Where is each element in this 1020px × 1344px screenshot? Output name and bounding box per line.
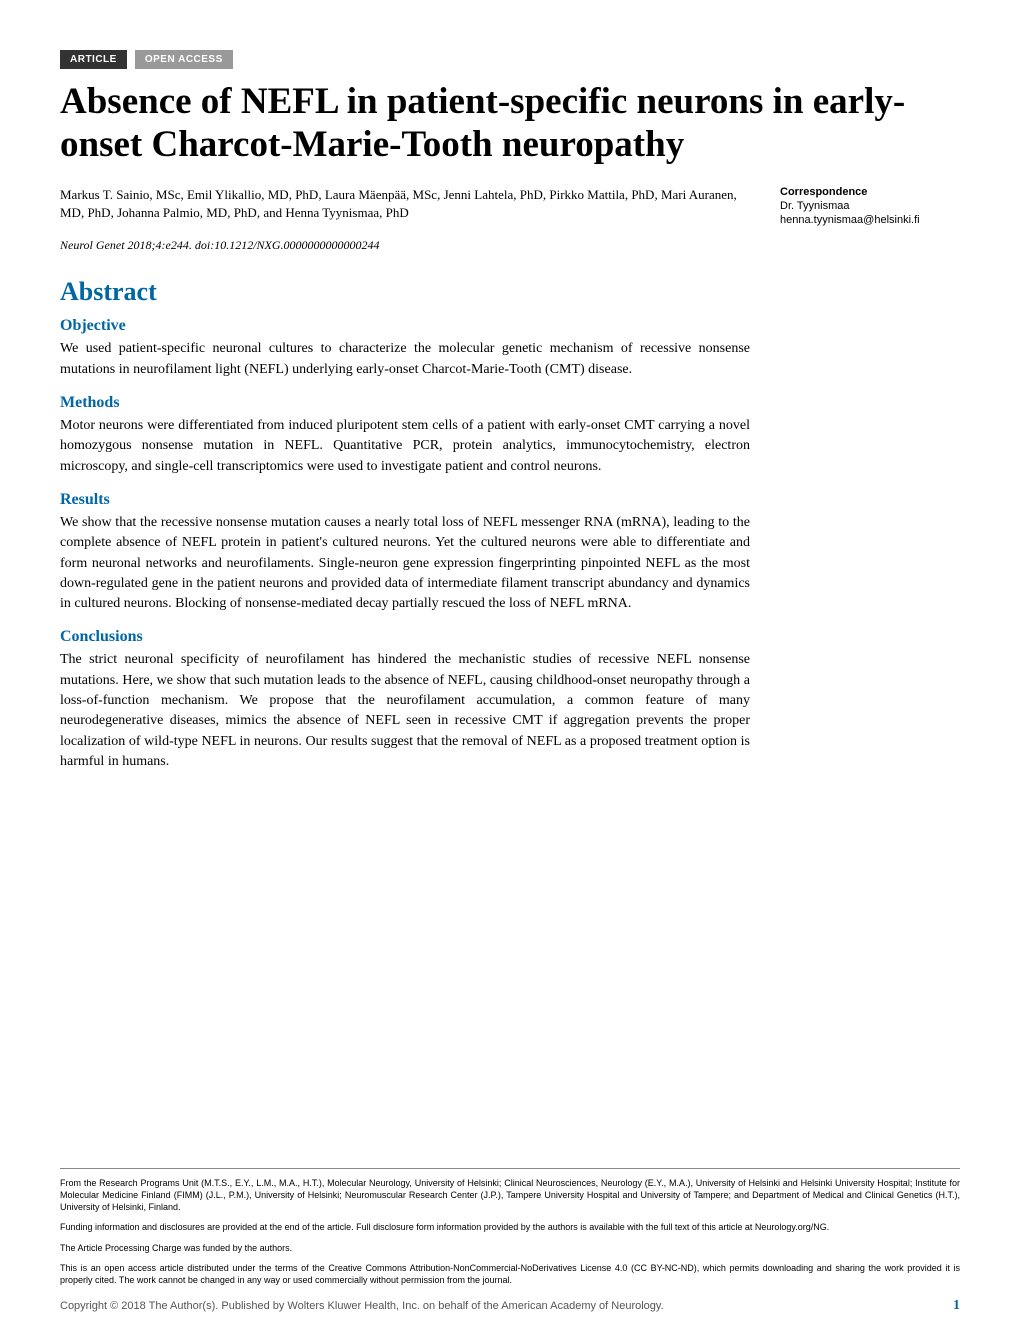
conclusions-heading: Conclusions bbox=[60, 628, 750, 646]
open-access-badge: OPEN ACCESS bbox=[135, 50, 233, 69]
correspondence-email: henna.tyynismaa@helsinki.fi bbox=[780, 214, 960, 226]
license-text: This is an open access article distribut… bbox=[60, 1262, 960, 1286]
article-title: Absence of NEFL in patient-specific neur… bbox=[60, 81, 960, 166]
methods-heading: Methods bbox=[60, 394, 750, 412]
footer-divider bbox=[60, 1168, 960, 1169]
objective-heading: Objective bbox=[60, 317, 750, 335]
objective-text: We used patient-specific neuronal cultur… bbox=[60, 339, 750, 380]
sidebar-column: Correspondence Dr. Tyynismaa henna.tyyni… bbox=[780, 186, 960, 772]
copyright-row: Copyright © 2018 The Author(s). Publishe… bbox=[60, 1298, 960, 1314]
methods-text: Motor neurons were differentiated from i… bbox=[60, 416, 750, 477]
content-row: Markus T. Sainio, MSc, Emil Ylikallio, M… bbox=[60, 186, 960, 772]
correspondence-name: Dr. Tyynismaa bbox=[780, 200, 960, 212]
author-list: Markus T. Sainio, MSc, Emil Ylikallio, M… bbox=[60, 186, 750, 222]
article-badge: ARTICLE bbox=[60, 50, 127, 69]
funding-text: Funding information and disclosures are … bbox=[60, 1221, 960, 1233]
results-heading: Results bbox=[60, 491, 750, 509]
abstract-heading: Abstract bbox=[60, 277, 750, 307]
badge-row: ARTICLE OPEN ACCESS bbox=[60, 50, 960, 69]
footer: From the Research Programs Unit (M.T.S.,… bbox=[60, 1168, 960, 1314]
results-text: We show that the recessive nonsense muta… bbox=[60, 513, 750, 614]
conclusions-text: The strict neuronal specificity of neuro… bbox=[60, 650, 750, 772]
page-number: 1 bbox=[953, 1298, 960, 1314]
correspondence-label: Correspondence bbox=[780, 186, 960, 198]
copyright-text: Copyright © 2018 The Author(s). Publishe… bbox=[60, 1300, 664, 1312]
main-column: Markus T. Sainio, MSc, Emil Ylikallio, M… bbox=[60, 186, 750, 772]
processing-text: The Article Processing Charge was funded… bbox=[60, 1242, 960, 1254]
citation-line: Neurol Genet 2018;4:e244. doi:10.1212/NX… bbox=[60, 238, 750, 253]
affiliations-text: From the Research Programs Unit (M.T.S.,… bbox=[60, 1177, 960, 1213]
